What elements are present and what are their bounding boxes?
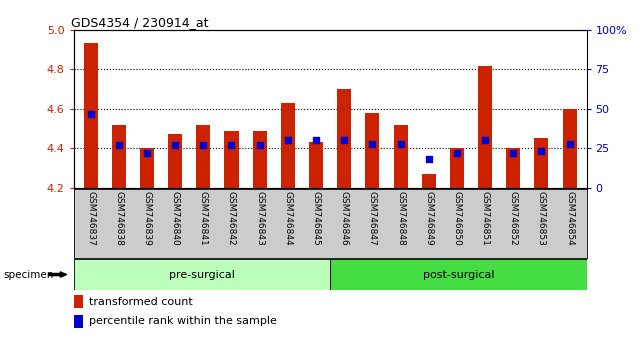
Point <box>226 142 237 148</box>
Bar <box>196 125 210 188</box>
Bar <box>365 113 379 188</box>
Bar <box>337 89 351 188</box>
Text: GDS4354 / 230914_at: GDS4354 / 230914_at <box>71 16 209 29</box>
Text: GSM746837: GSM746837 <box>86 191 95 246</box>
Point <box>283 137 293 143</box>
Point <box>170 142 180 148</box>
Text: GSM746851: GSM746851 <box>481 191 490 246</box>
Bar <box>330 259 587 290</box>
Bar <box>535 138 549 188</box>
Point <box>565 141 575 146</box>
Point <box>198 142 208 148</box>
Text: percentile rank within the sample: percentile rank within the sample <box>89 316 277 326</box>
Point <box>424 156 434 162</box>
Bar <box>478 65 492 188</box>
Text: GSM746838: GSM746838 <box>114 191 123 246</box>
Text: GSM746853: GSM746853 <box>537 191 546 246</box>
Point <box>85 111 96 116</box>
Bar <box>281 103 295 188</box>
Text: GSM746850: GSM746850 <box>453 191 462 246</box>
Point <box>480 137 490 143</box>
Text: GSM746847: GSM746847 <box>368 191 377 246</box>
Point <box>452 150 462 156</box>
Bar <box>168 135 182 188</box>
Bar <box>74 259 330 290</box>
Bar <box>83 43 97 188</box>
Point <box>113 142 124 148</box>
Bar <box>74 315 83 328</box>
Bar <box>506 148 520 188</box>
Bar <box>309 142 323 188</box>
Bar <box>74 295 83 308</box>
Bar <box>224 131 238 188</box>
Point <box>339 137 349 143</box>
Text: specimen: specimen <box>3 269 54 280</box>
Point <box>367 141 378 146</box>
Bar <box>563 109 577 188</box>
Text: GSM746849: GSM746849 <box>424 191 433 246</box>
Point <box>254 142 265 148</box>
Text: transformed count: transformed count <box>89 297 193 307</box>
Text: pre-surgical: pre-surgical <box>169 269 235 280</box>
Text: GSM746843: GSM746843 <box>255 191 264 246</box>
Text: GSM746848: GSM746848 <box>396 191 405 246</box>
Point <box>311 137 321 143</box>
Text: GSM746846: GSM746846 <box>340 191 349 246</box>
Text: GSM746841: GSM746841 <box>199 191 208 246</box>
Bar <box>140 148 154 188</box>
Point <box>508 150 519 156</box>
Point <box>142 150 152 156</box>
Bar <box>394 125 408 188</box>
Bar <box>422 174 436 188</box>
Text: GSM746842: GSM746842 <box>227 191 236 245</box>
Text: GSM746844: GSM746844 <box>283 191 292 245</box>
Text: GSM746839: GSM746839 <box>142 191 151 246</box>
Bar <box>112 125 126 188</box>
Text: GSM746840: GSM746840 <box>171 191 179 246</box>
Text: GSM746854: GSM746854 <box>565 191 574 246</box>
Text: post-surgical: post-surgical <box>422 269 494 280</box>
Bar <box>450 148 464 188</box>
Point <box>395 141 406 146</box>
Text: GSM746845: GSM746845 <box>312 191 320 246</box>
Point <box>537 149 547 154</box>
Text: GSM746852: GSM746852 <box>509 191 518 246</box>
Bar <box>253 131 267 188</box>
